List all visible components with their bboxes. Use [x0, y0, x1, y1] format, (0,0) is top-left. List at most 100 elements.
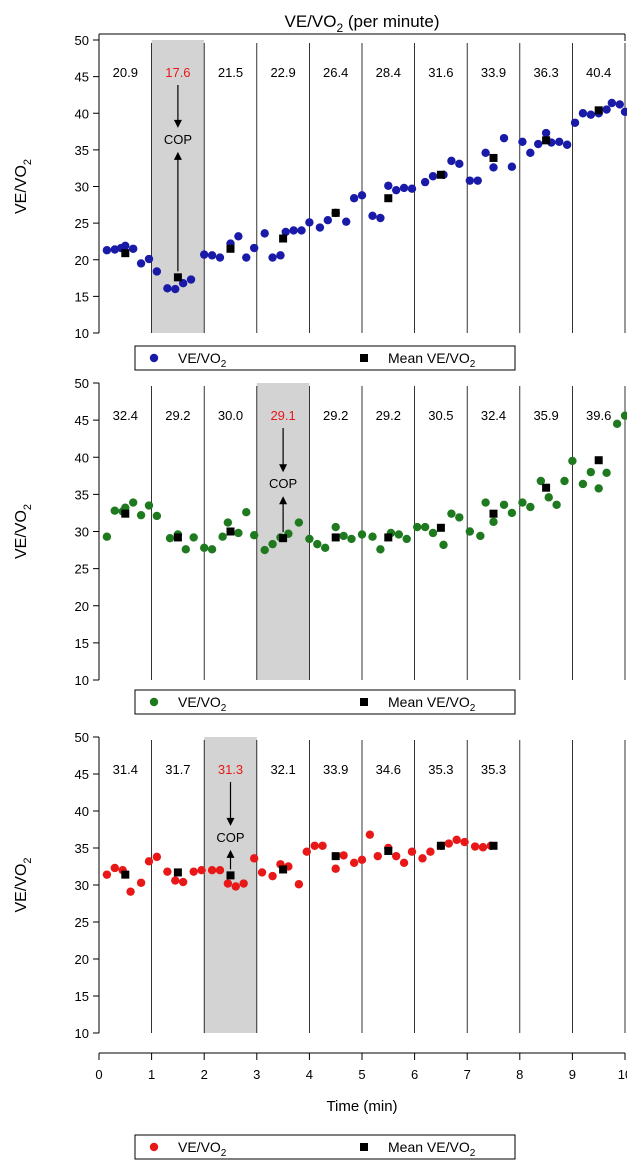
data-point: [102, 870, 112, 879]
legend-point-marker: [149, 353, 159, 363]
data-point: [586, 467, 596, 477]
data-point: [534, 139, 543, 149]
data-point: [507, 508, 517, 518]
legend-series-label-main: VE/VO: [178, 694, 221, 710]
legend: VE/VO2 Mean VE/VO2: [134, 345, 516, 371]
y-tick-label: 35: [75, 143, 89, 158]
minute-mean-label: 35.9: [533, 408, 558, 423]
data-point: [218, 532, 227, 541]
data-point: [578, 479, 588, 489]
data-point: [476, 531, 485, 541]
y-tick-label: 50: [75, 33, 89, 48]
title-main: VE/VO: [284, 12, 336, 31]
data-point: [420, 177, 430, 187]
minute-mean-label: 36.3: [533, 65, 558, 80]
data-point: [239, 879, 248, 888]
minute-mean-label: 30.5: [428, 408, 453, 423]
data-point: [260, 229, 269, 238]
data-point: [470, 842, 480, 851]
y-tick-label: 15: [75, 989, 89, 1004]
data-point: [171, 876, 180, 885]
legend: VE/VO2 Mean VE/VO2: [134, 689, 516, 715]
data-point: [331, 522, 340, 532]
data-point: [181, 545, 190, 554]
y-axis-label-subscript: 2: [22, 504, 34, 510]
y-tick-label: 40: [75, 804, 89, 819]
data-point: [331, 864, 340, 873]
y-axis-label-subscript: 2: [22, 159, 34, 165]
mean-marker: [436, 523, 445, 532]
data-point: [102, 246, 112, 255]
mean-marker: [173, 868, 182, 877]
data-point: [602, 468, 611, 478]
minute-mean-label: 29.2: [323, 408, 348, 423]
data-point: [365, 830, 375, 839]
data-point: [294, 518, 304, 527]
data-point: [305, 534, 314, 544]
minute-mean-label: 39.6: [586, 408, 611, 423]
minute-mean-label: 32.4: [481, 408, 506, 423]
x-tick-label: 6: [411, 1067, 418, 1082]
minute-mean-label: 21.5: [218, 65, 243, 80]
y-axis-label-main: VE/VO: [13, 864, 30, 913]
legend-series-label-main: VE/VO: [178, 350, 221, 366]
data-point: [339, 531, 348, 541]
minute-mean-label: 33.9: [481, 65, 506, 80]
data-point: [242, 253, 251, 262]
mean-marker: [489, 153, 498, 162]
data-point: [384, 181, 393, 190]
data-point: [339, 851, 348, 860]
data-point: [376, 213, 385, 223]
data-point: [481, 498, 490, 507]
data-point: [186, 275, 196, 284]
y-tick-label: 40: [75, 106, 89, 121]
data-point: [478, 843, 488, 852]
data-point: [200, 543, 209, 553]
x-tick-label: 0: [95, 1067, 102, 1082]
data-point: [394, 530, 404, 539]
y-tick-label: 20: [75, 253, 89, 268]
data-point: [136, 878, 146, 887]
legend-mean-label-main: Mean VE/VO: [388, 694, 470, 710]
data-point: [260, 545, 269, 555]
mean-marker: [436, 841, 445, 850]
data-point: [110, 506, 119, 515]
data-point: [178, 877, 188, 887]
mean-marker: [542, 136, 551, 145]
x-tick-label: 10: [618, 1067, 627, 1082]
mean-marker: [542, 483, 551, 492]
minute-mean-label: 29.2: [165, 408, 190, 423]
data-point: [578, 109, 588, 118]
data-point: [128, 244, 138, 253]
minute-mean-label: 20.9: [113, 65, 138, 80]
data-point: [526, 148, 535, 158]
cop-down-arrow-head: [279, 464, 288, 473]
cop-down-arrow-head: [173, 119, 182, 128]
y-tick-label: 45: [75, 70, 89, 85]
data-point: [391, 185, 401, 195]
minute-mean-label: 32.1: [270, 762, 295, 777]
data-point: [349, 858, 359, 867]
data-point: [473, 176, 482, 185]
data-point: [223, 518, 233, 527]
data-point: [594, 484, 603, 493]
legend-series-label-subscript: 2: [221, 1148, 227, 1159]
data-point: [428, 528, 438, 538]
data-point: [507, 162, 517, 171]
minute-mean-label: 32.4: [113, 408, 138, 423]
data-point: [102, 532, 112, 541]
legend-mean-label-main: Mean VE/VO: [388, 1139, 470, 1155]
legend-point-marker: [149, 697, 159, 707]
data-point: [342, 217, 351, 226]
minute-mean-label: 40.4: [586, 65, 611, 80]
data-point: [171, 284, 180, 294]
data-point: [407, 184, 417, 193]
data-point: [128, 498, 138, 507]
data-point: [420, 522, 430, 532]
data-point: [305, 218, 314, 227]
data-point: [544, 493, 553, 502]
data-point: [399, 858, 409, 867]
data-point: [121, 241, 130, 251]
data-point: [526, 502, 535, 512]
